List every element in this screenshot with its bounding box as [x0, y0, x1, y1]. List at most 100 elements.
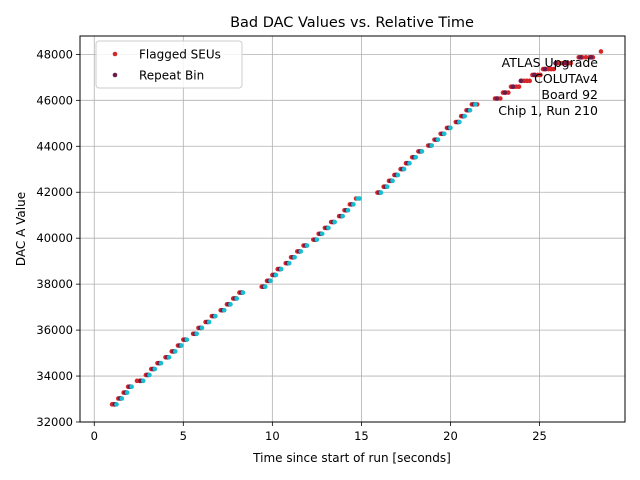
legend-label-repeat-bin: Repeat Bin — [139, 69, 204, 83]
x-axis: 0 5 10 15 20 25 — [91, 422, 547, 443]
annotation-line: Board 92 — [541, 87, 598, 102]
bit-flip-point — [213, 313, 218, 319]
repeat-bin-point — [502, 90, 508, 95]
bit-flip-point — [147, 372, 152, 378]
repeat-bin-point — [553, 60, 558, 66]
bit-flip-point — [206, 319, 212, 325]
repeat-bin-point — [518, 78, 524, 84]
flagged-seu-point — [516, 84, 522, 90]
bit-flip-point — [435, 137, 441, 142]
bit-flip-point — [129, 384, 134, 390]
bit-flip-point — [351, 202, 356, 207]
bit-flip-point — [326, 225, 331, 231]
bit-flip-point — [119, 396, 125, 401]
data-points — [109, 49, 604, 407]
annotation-line: Chip 1, Run 210 — [498, 103, 598, 118]
repeat-bin-point — [578, 55, 583, 60]
y-tick-label: 42000 — [36, 185, 73, 199]
bit-flip-point — [401, 166, 407, 172]
bit-flip-point — [419, 149, 425, 154]
repeat-bin-point — [563, 60, 569, 66]
x-tick-label: 15 — [354, 429, 369, 443]
bit-flip-point — [152, 366, 158, 372]
repeat-bin-point — [542, 66, 548, 72]
y-axis-label: DAC A Value — [14, 192, 28, 266]
bit-flip-point — [345, 207, 351, 213]
repeat-bin-point — [510, 84, 516, 90]
flagged-seu-point — [568, 60, 573, 66]
annotation-line: ATLAS Upgrade — [502, 55, 599, 70]
bit-flip-point — [390, 178, 395, 184]
y-tick-label: 46000 — [36, 93, 73, 107]
bit-flip-point — [262, 284, 268, 290]
chart-title: Bad DAC Values vs. Relative Time — [230, 15, 474, 31]
bit-flip-point — [457, 119, 462, 125]
y-tick-label: 32000 — [36, 415, 73, 429]
bit-flip-point — [462, 113, 468, 119]
repeat-bin-point — [531, 72, 537, 78]
bit-flip-point — [199, 325, 205, 331]
bit-flip-point — [166, 355, 172, 360]
x-tick-label: 25 — [532, 429, 547, 443]
x-tick-label: 5 — [180, 429, 187, 443]
bit-flip-point — [429, 143, 435, 148]
axes-frame — [79, 35, 626, 423]
bit-flip-point — [114, 402, 119, 407]
bit-flip-point — [441, 131, 447, 137]
legend-label-flagged-seus: Flagged SEUs — [139, 48, 221, 62]
bit-flip-point — [286, 260, 292, 266]
y-axis: 32000 34000 36000 38000 40000 42000 44000 46000… — [36, 47, 80, 429]
bit-flip-point — [332, 219, 337, 225]
bit-flip-point — [314, 237, 320, 242]
bit-flip-point — [378, 190, 384, 195]
bit-flip-point — [467, 107, 473, 113]
x-axis-label: Time since start of run [seconds] — [252, 451, 451, 465]
repeat-bin-point — [588, 55, 594, 60]
bit-flip-point — [278, 266, 284, 272]
bit-flip-point — [384, 184, 390, 190]
bit-flip-point — [395, 172, 401, 178]
flagged-seu-point — [583, 55, 589, 60]
bit-flip-point — [140, 378, 146, 384]
bit-flip-point — [268, 278, 273, 284]
bit-flip-point — [304, 243, 310, 248]
y-tick-label: 44000 — [36, 139, 73, 153]
x-tick-label: 0 — [91, 429, 98, 443]
bit-flip-point — [407, 160, 412, 166]
bit-flip-point — [473, 102, 478, 107]
bit-flip-point — [124, 390, 130, 395]
y-tick-label: 38000 — [36, 277, 73, 291]
flagged-seu-point — [498, 96, 503, 101]
x-tick-label: 10 — [265, 429, 280, 443]
y-tick-label: 40000 — [36, 231, 73, 245]
y-tick-label: 48000 — [36, 47, 73, 61]
bit-flip-point — [234, 296, 240, 301]
flagged-seu-point — [551, 66, 557, 72]
bit-flip-point — [448, 125, 453, 131]
bit-flip-point — [357, 196, 362, 201]
bit-flip-point — [158, 360, 164, 366]
flagged-seu-point — [506, 90, 511, 95]
flagged-seu-point — [527, 78, 533, 84]
legend-marker-flagged-seus — [112, 51, 118, 57]
flagged-seu-point — [538, 72, 543, 78]
bit-flip-point — [298, 249, 304, 254]
y-tick-label: 34000 — [36, 369, 73, 383]
legend-marker-repeat-bin — [112, 72, 118, 78]
bit-flip-point — [228, 302, 233, 307]
y-tick-label: 36000 — [36, 323, 73, 337]
flagged-seu-point — [598, 49, 604, 54]
bit-flip-point — [240, 290, 246, 295]
x-tick-label: 20 — [443, 429, 458, 443]
bit-flip-point — [184, 337, 190, 342]
bit-flip-point — [413, 155, 419, 160]
annotation-line: COLUTAv4 — [534, 71, 598, 86]
legend-box — [95, 40, 243, 89]
bit-flip-point — [319, 231, 325, 237]
bit-flip-point — [172, 349, 178, 354]
bit-flip-point — [340, 213, 346, 219]
bit-flip-point — [194, 331, 199, 337]
bit-flip-point — [221, 307, 227, 313]
